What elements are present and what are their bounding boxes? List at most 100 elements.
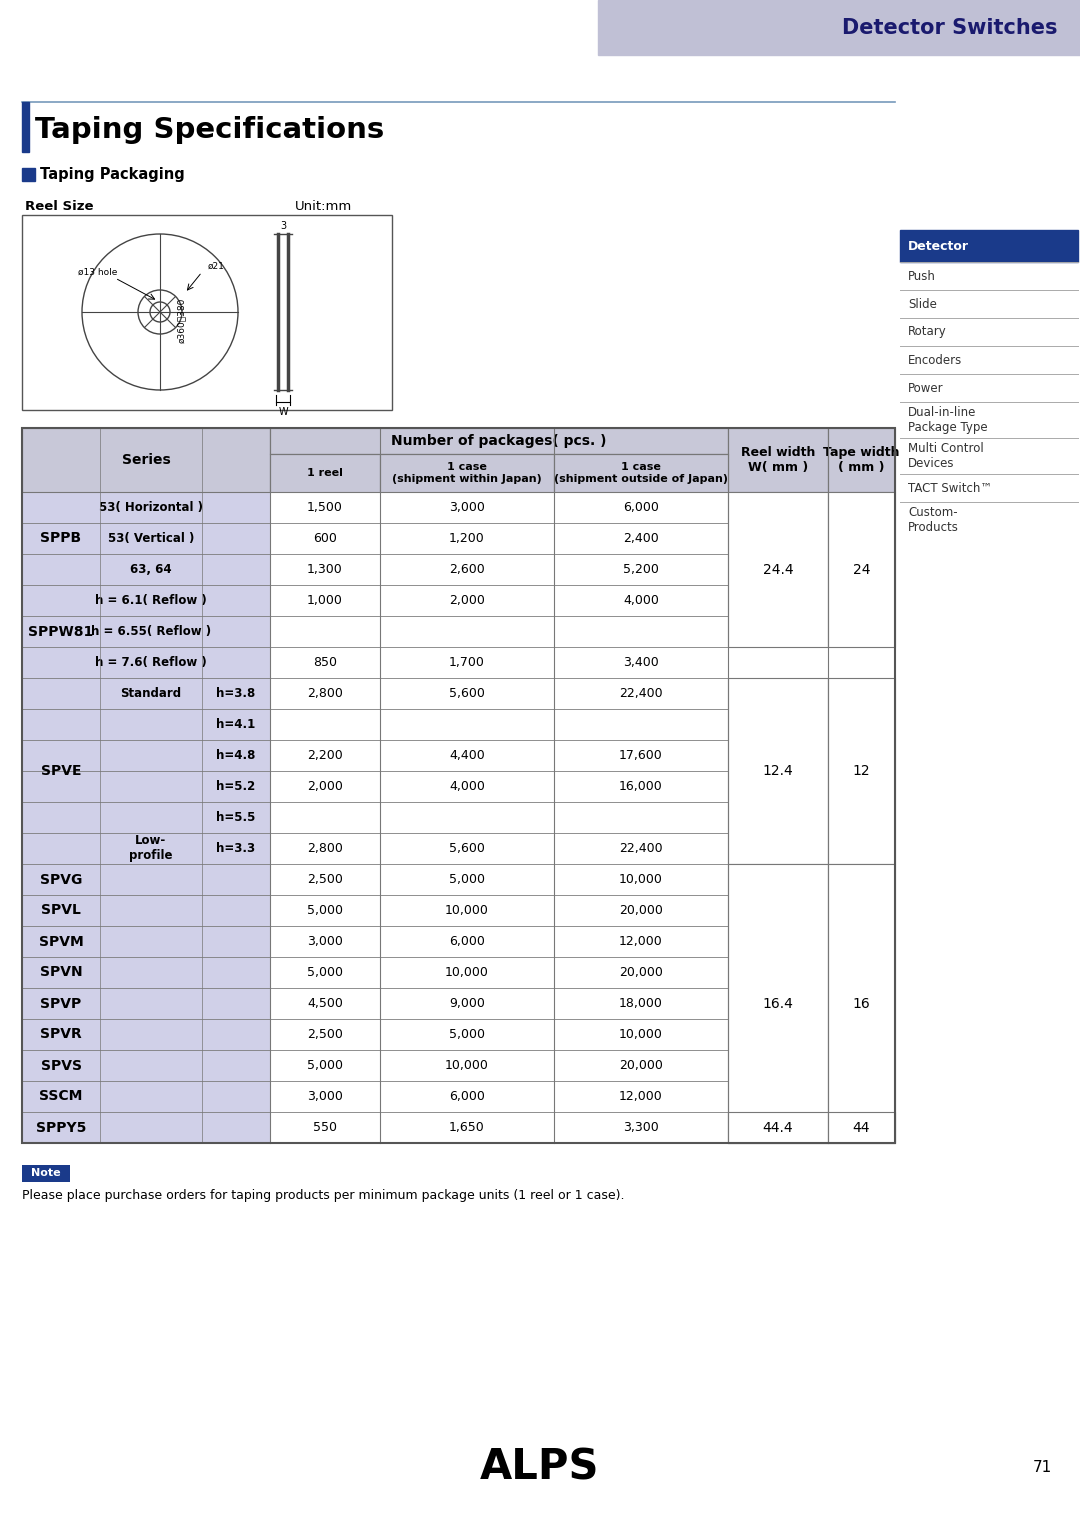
Text: Low-
profile: Low- profile	[130, 834, 173, 862]
Text: SPPW81: SPPW81	[28, 625, 94, 639]
Text: Standard: Standard	[121, 688, 181, 700]
Text: 5,200: 5,200	[623, 562, 659, 576]
Bar	[270, 740, 728, 772]
Bar	[728, 428, 828, 492]
Text: 53( Vertical ): 53( Vertical )	[108, 532, 194, 545]
Bar	[22, 678, 270, 709]
Text: 20,000: 20,000	[619, 905, 663, 917]
Text: 63, 64: 63, 64	[131, 562, 172, 576]
Bar	[270, 863, 728, 895]
Bar	[728, 772, 895, 802]
Text: 44: 44	[853, 1120, 870, 1134]
Text: 1,300: 1,300	[307, 562, 342, 576]
Text: h=3.3: h=3.3	[216, 842, 256, 856]
Bar	[728, 989, 895, 1019]
Bar	[728, 895, 895, 926]
Bar	[270, 492, 728, 523]
Text: h=4.8: h=4.8	[216, 749, 256, 762]
Text: 4,400: 4,400	[449, 749, 485, 762]
Text: 2,800: 2,800	[307, 688, 343, 700]
Bar	[728, 740, 895, 772]
Text: 600: 600	[313, 532, 337, 545]
Bar	[728, 833, 895, 863]
Bar	[22, 802, 270, 833]
Text: 1,000: 1,000	[307, 594, 343, 607]
Text: 9,000: 9,000	[449, 996, 485, 1010]
Text: TACT Switch™: TACT Switch™	[908, 481, 993, 495]
Bar	[728, 863, 895, 895]
Bar	[728, 957, 895, 989]
Text: 4,000: 4,000	[449, 779, 485, 793]
Text: 6,000: 6,000	[449, 935, 485, 947]
Text: ALPS: ALPS	[481, 1447, 599, 1488]
Bar	[22, 926, 270, 957]
Text: 5,000: 5,000	[307, 1059, 343, 1073]
Text: 850: 850	[313, 656, 337, 669]
Bar	[728, 616, 895, 646]
Text: 2,800: 2,800	[307, 842, 343, 856]
Bar	[270, 678, 728, 709]
Text: Number of packages( pcs. ): Number of packages( pcs. )	[391, 434, 607, 448]
Text: 1 case
(shipment within Japan): 1 case (shipment within Japan)	[392, 461, 542, 484]
Bar	[22, 428, 270, 492]
Bar	[22, 428, 895, 1143]
Bar	[728, 492, 895, 523]
Bar	[270, 646, 728, 678]
Text: Taping Packaging: Taping Packaging	[40, 168, 185, 182]
Bar	[22, 555, 270, 585]
Text: Custom-
Products: Custom- Products	[908, 506, 959, 533]
Bar	[828, 428, 895, 492]
Bar	[270, 1019, 728, 1050]
Text: 3,400: 3,400	[623, 656, 659, 669]
Text: 2,000: 2,000	[449, 594, 485, 607]
Bar	[22, 1164, 70, 1183]
Text: 3,000: 3,000	[307, 935, 343, 947]
Bar	[554, 454, 728, 492]
Text: 17,600: 17,600	[619, 749, 663, 762]
Text: Unit:mm: Unit:mm	[295, 200, 352, 214]
Text: 3,000: 3,000	[307, 1089, 343, 1103]
Text: 12.4: 12.4	[762, 764, 794, 778]
Bar	[270, 989, 728, 1019]
Bar	[728, 646, 895, 678]
Text: 12,000: 12,000	[619, 935, 663, 947]
Bar	[270, 833, 728, 863]
Bar	[22, 492, 270, 523]
Text: 2,000: 2,000	[307, 779, 343, 793]
Bar	[270, 895, 728, 926]
Bar	[728, 678, 895, 709]
Text: 71: 71	[1032, 1461, 1052, 1476]
Bar	[728, 709, 895, 740]
Text: 4,000: 4,000	[623, 594, 659, 607]
Bar	[270, 926, 728, 957]
Bar	[270, 616, 728, 646]
Bar	[22, 1080, 270, 1112]
Bar	[828, 863, 895, 1143]
Bar	[728, 1080, 895, 1112]
Text: 1,500: 1,500	[307, 501, 343, 513]
Text: 1 case
(shipment outside of Japan): 1 case (shipment outside of Japan)	[554, 461, 728, 484]
Text: Tape width
( mm ): Tape width ( mm )	[823, 446, 900, 474]
Text: h=5.5: h=5.5	[216, 811, 256, 824]
Bar	[828, 1112, 895, 1143]
Text: Taping Specifications: Taping Specifications	[35, 116, 384, 144]
Text: h=5.2: h=5.2	[216, 779, 256, 793]
Bar	[270, 454, 380, 492]
Bar	[22, 646, 270, 678]
Text: Reel width
W( mm ): Reel width W( mm )	[741, 446, 815, 474]
Bar	[728, 1050, 895, 1080]
Text: 20,000: 20,000	[619, 1059, 663, 1073]
Bar	[22, 989, 270, 1019]
Bar	[22, 957, 270, 989]
Text: Please place purchase orders for taping products per minimum package units (1 re: Please place purchase orders for taping …	[22, 1189, 624, 1201]
Bar	[22, 585, 270, 616]
Text: W: W	[279, 406, 287, 417]
Text: 5,000: 5,000	[449, 1028, 485, 1041]
Text: 24.4: 24.4	[762, 562, 794, 576]
Text: Rotary: Rotary	[908, 325, 947, 339]
Bar	[270, 428, 728, 454]
Bar	[728, 1019, 895, 1050]
Text: 22,400: 22,400	[619, 688, 663, 700]
Bar	[270, 957, 728, 989]
Text: 16,000: 16,000	[619, 779, 663, 793]
